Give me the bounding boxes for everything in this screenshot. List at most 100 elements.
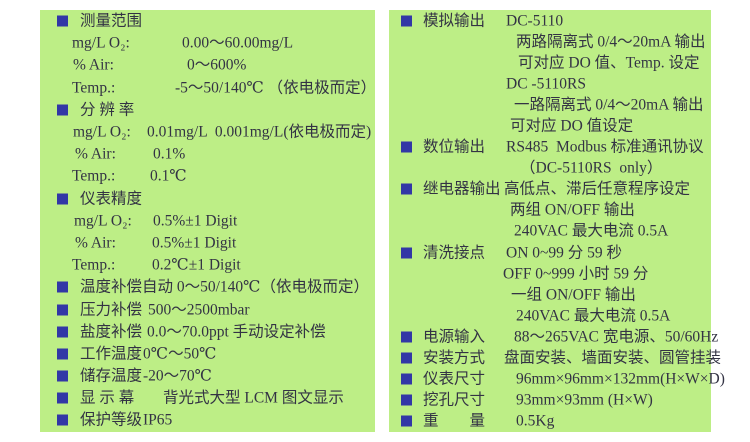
spec-row: DC -5110RS	[389, 73, 711, 94]
spec-row: 储存温度 -20～70℃	[40, 365, 375, 387]
spec-label: 安装方式	[423, 349, 486, 367]
spec-row: 一组 ON/OFF 输出	[389, 284, 711, 305]
spec-label: 显 示 幕	[80, 389, 135, 407]
spec-value: 96mm×96mm×132mm(H×W×D)	[516, 370, 725, 388]
spec-row: 测量范围	[40, 10, 375, 32]
spec-label: 压力补偿	[80, 300, 143, 318]
bullet-square-icon	[57, 104, 68, 116]
spec-row: 一路隔离式 0/4～20mA 输出	[389, 94, 711, 115]
spec-label: 数位输出	[423, 138, 486, 156]
spec-label: 挖孔尺寸	[423, 391, 486, 409]
spec-row: 盐度补偿 0.0～70.0ppt 手动设定补偿	[40, 321, 375, 343]
spec-value: 一路隔离式 0/4～20mA 输出	[514, 96, 704, 114]
spec-value: 0.1%	[153, 145, 186, 163]
spec-row: 继电器输出 高低点、滞后任意程序设定	[389, 179, 711, 200]
spec-row: 240VAC 最大电流 0.5A	[389, 305, 711, 326]
spec-value: 88～265VAC 宽电源、50/60Hz	[514, 328, 719, 346]
spec-label: Temp.:	[72, 256, 116, 274]
spec-row: Temp.: 0.1℃	[40, 165, 375, 187]
bullet-square-icon	[401, 352, 412, 364]
bullet-square-icon	[401, 141, 412, 153]
spec-row: % Air: 0～600%	[40, 54, 375, 76]
spec-row: 仪表尺寸 96mm×96mm×132mm(H×W×D)	[389, 369, 725, 390]
spec-label: 保护等级	[80, 411, 143, 429]
spec-label: Temp.:	[72, 167, 116, 185]
spec-value: 背光式大型 LCM 图文显示	[163, 389, 344, 407]
spec-label: Temp.:	[72, 78, 116, 96]
spec-row: 重 量 0.5Kg	[389, 411, 711, 432]
spec-value: 0.00～60.00mg/L	[182, 34, 294, 52]
spec-value: -5～50/140℃ （依电极而定）	[175, 78, 377, 96]
spec-label: mg/L O₂:	[74, 212, 132, 230]
spec-value: 自动 0～50/140℃（依电极而定）	[142, 278, 370, 296]
spec-value: 0.5Kg	[516, 412, 555, 430]
spec-value: OFF 0~999 小时 59 分	[503, 264, 649, 282]
spec-row: mg/L O₂: 0.5%±1 Digit	[40, 210, 375, 232]
spec-row: OFF 0~999 小时 59 分	[389, 263, 711, 284]
bullet-square-icon	[57, 348, 68, 360]
output-specs-panel: 模拟输出 DC-5110 两路隔离式 0/4～20mA 输出 可对应 DO 值、Tem…	[389, 10, 725, 432]
spec-value: 240VAC 最大电流 0.5A	[514, 222, 669, 240]
spec-label: 电源输入	[423, 328, 486, 346]
spec-value: 0.5%±1 Digit	[152, 234, 237, 252]
spec-value: RS485 Modbus 标准通讯协议	[506, 138, 704, 156]
bullet-square-icon	[401, 183, 412, 195]
spec-label: 仪表精度	[80, 189, 143, 207]
spec-row: 数位输出 RS485 Modbus 标准通讯协议	[389, 137, 711, 158]
spec-label: 继电器输出	[423, 180, 501, 198]
spec-label: 测量范围	[80, 12, 143, 30]
spec-value: 0℃～50℃	[143, 345, 217, 363]
spec-value: 0.5%±1 Digit	[153, 212, 238, 230]
spec-label: 重 量	[423, 412, 486, 430]
spec-label: 盐度补偿	[80, 322, 143, 340]
spec-row: 电源输入 88～265VAC 宽电源、50/60Hz	[389, 326, 718, 347]
spec-row: Temp.: -5～50/140℃ （依电极而定）	[40, 77, 377, 99]
spec-row: % Air: 0.5%±1 Digit	[40, 232, 375, 254]
spec-row: 仪表精度	[40, 188, 375, 210]
spec-row: （DC-5110RS only）	[389, 158, 711, 179]
spec-row: Temp.: 0.2℃±1 Digit	[40, 254, 375, 276]
spec-value: 高低点、滞后任意程序设定	[504, 180, 691, 198]
spec-row: 两组 ON/OFF 输出	[389, 200, 711, 221]
measurement-specs-panel: 测量范围 mg/L O₂: 0.00～60.00mg/L % Air: 0～600% Te…	[40, 10, 377, 432]
spec-value: 0.0～70.0ppt 手动设定补偿	[147, 322, 326, 340]
spec-row: 分 辨 率	[40, 99, 375, 121]
spec-label: % Air:	[73, 56, 114, 74]
bullet-square-icon	[57, 414, 68, 426]
spec-value: 0.2℃±1 Digit	[152, 256, 241, 274]
bullet-square-icon	[57, 193, 68, 205]
spec-value: ON 0~99 分 59 秒	[506, 243, 623, 261]
spec-label: 模拟输出	[423, 11, 486, 29]
spec-row: mg/L O₂: 0.01mg/L 0.001mg/L(依电极而定)	[40, 121, 375, 143]
bullet-square-icon	[57, 15, 68, 27]
spec-value: 93mm×93mm (H×W)	[516, 391, 653, 409]
spec-value: 可对应 DO 值设定	[510, 117, 634, 135]
spec-value: 0.1℃	[150, 167, 187, 185]
spec-row: 工作温度 0℃～50℃	[40, 343, 375, 365]
spec-label: % Air:	[75, 234, 116, 252]
spec-value: （DC-5110RS only）	[520, 159, 663, 177]
spec-value: -20～70℃	[143, 367, 213, 385]
bullet-square-icon	[57, 304, 68, 316]
bullet-square-icon	[401, 415, 412, 427]
bullet-square-icon	[57, 370, 68, 382]
spec-label: % Air:	[75, 145, 116, 163]
spec-value: 240VAC 最大电流 0.5A	[516, 307, 671, 325]
bullet-square-icon	[401, 394, 412, 406]
spec-row: 挖孔尺寸 93mm×93mm (H×W)	[389, 390, 711, 411]
spec-row: 温度补偿 自动 0～50/140℃（依电极而定）	[40, 276, 375, 298]
bullet-square-icon	[401, 331, 412, 343]
spec-value: 可对应 DO 值、Temp. 设定	[518, 53, 700, 71]
spec-value: 两路隔离式 0/4～20mA 输出	[516, 32, 706, 50]
spec-label: mg/L O₂:	[73, 123, 131, 141]
spec-row: 压力补偿 500～2500mbar	[40, 298, 375, 320]
spec-label: 分 辨 率	[80, 101, 135, 119]
spec-row: 安装方式 盘面安装、墙面安装、圆管挂装	[389, 348, 721, 369]
spec-value: DC-5110	[506, 11, 564, 29]
spec-value: IP65	[143, 411, 173, 429]
spec-value: DC -5110RS	[506, 75, 586, 93]
spec-value: 0.01mg/L 0.001mg/L(依电极而定)	[147, 123, 372, 141]
spec-value: 一组 ON/OFF 输出	[511, 286, 636, 304]
spec-value: 500～2500mbar	[148, 300, 250, 318]
